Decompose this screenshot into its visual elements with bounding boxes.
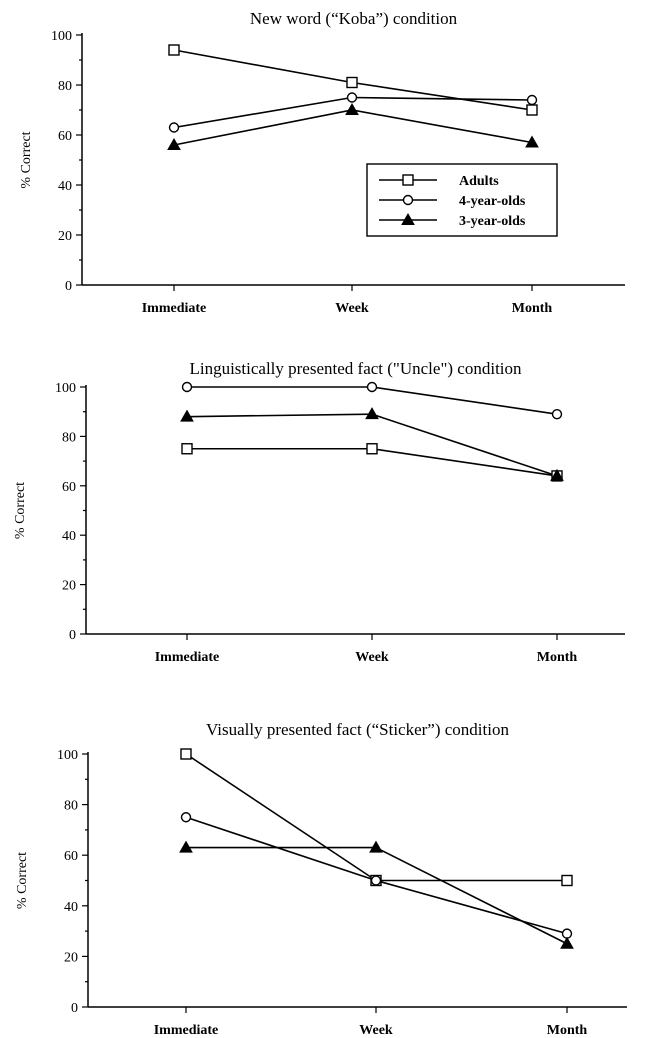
y-tick-label-sticker-60: 60: [64, 849, 78, 864]
y-axis-label-sticker: % Correct: [15, 852, 30, 909]
y-axis-label-uncle: % Correct: [13, 482, 28, 539]
x-tick-label-sticker-0: Immediate: [154, 1023, 219, 1038]
x-tick-label-koba-0: Immediate: [142, 301, 207, 316]
y-tick-label-uncle-40: 40: [62, 529, 76, 544]
data-point-uncle-4-year-olds-2: [551, 408, 563, 420]
data-point-koba-3-year-olds-2: [525, 135, 539, 148]
legend-label-3-year-olds: 3-year-olds: [459, 214, 526, 229]
y-tick-label-koba-80: 80: [58, 79, 72, 94]
x-tick-label-koba-1: Week: [335, 301, 369, 316]
chart-svg-koba: New word (“Koba”) condition 0 20 40 60 80 100%…: [19, 9, 625, 316]
data-point-sticker-3-year-olds-2: [560, 936, 574, 949]
data-point-koba-adults-2: [526, 104, 538, 116]
legend-koba: Adults 4-year-olds 3-year-olds: [366, 163, 558, 237]
y-tick-label-sticker-100: 100: [57, 748, 78, 763]
chart-title-uncle: Linguistically presented fact ("Uncle") …: [189, 359, 522, 378]
data-point-koba-adults-1: [346, 76, 358, 89]
data-point-koba-4-year-olds-2: [526, 94, 538, 106]
chart-panel-uncle: Linguistically presented fact ("Uncle") …: [0, 345, 650, 675]
data-point-sticker-3-year-olds-1: [369, 840, 383, 853]
data-point-sticker-4-year-olds-0: [180, 812, 192, 823]
data-point-sticker-3-year-olds-0: [179, 840, 193, 853]
series-line-sticker-3-year-olds: [186, 846, 568, 945]
x-tick-label-sticker-2: Month: [547, 1023, 588, 1038]
y-tick-label-koba-100: 100: [51, 29, 72, 44]
y-tick-label-uncle-80: 80: [62, 430, 76, 445]
data-point-sticker-adults-0: [180, 748, 192, 760]
data-point-uncle-4-year-olds-0: [181, 381, 193, 393]
series-line-koba-3-year-olds: [173, 109, 533, 146]
x-tick-label-sticker-1: Week: [359, 1023, 393, 1038]
y-tick-label-sticker-0: 0: [71, 1001, 78, 1016]
series-line-sticker-adults: [185, 753, 567, 882]
y-tick-label-koba-40: 40: [58, 179, 72, 194]
y-tick-label-sticker-40: 40: [64, 900, 78, 915]
chart-panel-sticker: Visually presented fact (“Sticker”) cond…: [0, 690, 650, 1038]
y-tick-label-uncle-20: 20: [62, 579, 76, 594]
y-tick-label-sticker-80: 80: [64, 799, 78, 814]
legend-label-adults: Adults: [459, 174, 499, 189]
x-tick-label-uncle-0: Immediate: [155, 650, 220, 665]
data-point-koba-3-year-olds-1: [345, 102, 359, 115]
chart-svg-sticker: Visually presented fact (“Sticker”) cond…: [15, 720, 627, 1038]
data-point-uncle-4-year-olds-1: [366, 381, 378, 393]
legend-marker-adults: [402, 174, 414, 186]
data-point-sticker-4-year-olds-1: [370, 875, 382, 886]
y-tick-label-uncle-100: 100: [55, 381, 76, 396]
data-point-uncle-adults-0: [181, 443, 193, 455]
data-point-sticker-adults-2: [561, 874, 573, 887]
y-tick-label-uncle-60: 60: [62, 480, 76, 495]
y-tick-label-uncle-0: 0: [69, 628, 76, 643]
data-point-uncle-3-year-olds-0: [180, 409, 194, 422]
data-point-koba-3-year-olds-0: [167, 137, 181, 150]
data-point-koba-adults-0: [168, 44, 180, 56]
y-tick-label-sticker-20: 20: [64, 950, 78, 965]
data-point-uncle-3-year-olds-1: [365, 407, 379, 420]
chart-title-koba: New word (“Koba”) condition: [250, 9, 458, 28]
data-point-uncle-3-year-olds-2: [550, 468, 564, 481]
data-point-uncle-adults-1: [366, 443, 378, 455]
data-point-koba-4-year-olds-1: [346, 92, 358, 103]
legend-marker-4-year-olds: [402, 194, 414, 206]
x-tick-label-koba-2: Month: [512, 301, 553, 316]
y-tick-label-koba-20: 20: [58, 229, 72, 244]
x-tick-label-uncle-1: Week: [355, 650, 389, 665]
chart-title-sticker: Visually presented fact (“Sticker”) cond…: [206, 720, 509, 739]
x-tick-label-uncle-2: Month: [537, 650, 578, 665]
legend-marker-3-year-olds: [401, 212, 415, 225]
y-tick-label-koba-0: 0: [65, 279, 72, 294]
data-point-koba-4-year-olds-0: [168, 122, 180, 133]
legend-label-4-year-olds: 4-year-olds: [459, 194, 526, 209]
chart-panel-koba: New word (“Koba”) condition 0 20 40 60 80 100%…: [0, 0, 650, 330]
chart-svg-uncle: Linguistically presented fact ("Uncle") …: [13, 359, 625, 665]
y-tick-label-koba-60: 60: [58, 129, 72, 144]
y-axis-label-koba: % Correct: [19, 131, 34, 188]
